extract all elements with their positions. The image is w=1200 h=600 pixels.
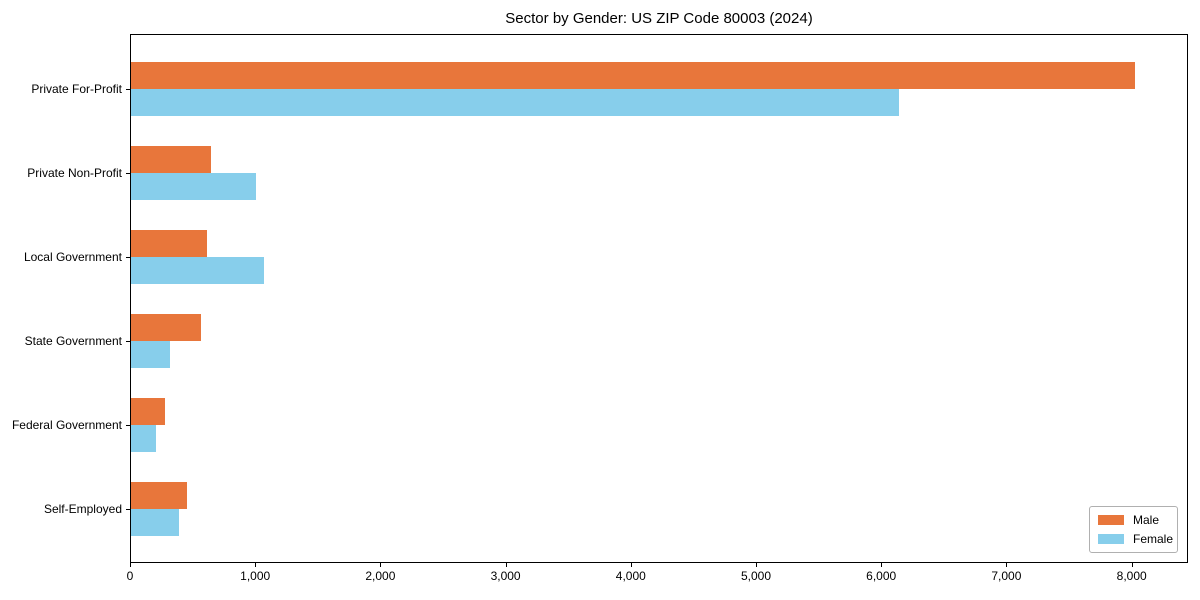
legend-label-female: Female <box>1133 532 1174 546</box>
x-tick-label-8-000: 8,000 <box>1116 569 1147 583</box>
y-tick-label-self-employed: Self-Employed <box>43 502 122 516</box>
chart-title: Sector by Gender: US ZIP Code 80003 (202… <box>505 10 813 27</box>
bar-male-state-government <box>131 314 202 341</box>
bar-male-federal-government <box>131 398 165 425</box>
x-tick-label-6-000: 6,000 <box>866 569 897 583</box>
bar-female-private-non-profit <box>131 173 257 200</box>
legend-item-female: Female <box>1098 533 1173 545</box>
x-tick-label-4-000: 4,000 <box>615 569 646 583</box>
bar-female-private-for-profit <box>131 89 899 116</box>
y-tick-mark <box>126 257 130 258</box>
y-tick-mark <box>126 341 130 342</box>
x-tick-mark <box>881 563 883 567</box>
x-tick-label-0: 0 <box>126 569 134 583</box>
y-tick-mark <box>126 173 130 174</box>
bar-female-local-government <box>131 257 264 284</box>
y-tick-label-local-government: Local Government <box>23 250 122 264</box>
x-tick-label-2-000: 2,000 <box>365 569 396 583</box>
bar-female-federal-government <box>131 425 156 452</box>
bar-female-self-employed <box>131 509 179 536</box>
bar-male-local-government <box>131 230 208 257</box>
x-tick-mark <box>756 563 757 567</box>
legend-swatch-male <box>1098 515 1124 525</box>
legend-label-male: Male <box>1133 513 1160 527</box>
y-tick-mark <box>126 509 130 510</box>
x-tick-mark <box>630 563 632 567</box>
bar-female-state-government <box>131 341 170 368</box>
legend-item-male: Male <box>1098 514 1169 526</box>
y-tick-label-federal-government: Federal Government <box>11 418 122 432</box>
bar-male-self-employed <box>131 482 188 509</box>
x-tick-mark <box>1006 563 1008 567</box>
y-tick-label-state-government: State Government <box>24 334 122 348</box>
x-tick-label-1-000: 1,000 <box>240 569 271 583</box>
legend-swatch-female <box>1098 534 1124 544</box>
y-tick-label-private-non-profit: Private Non-Profit <box>27 166 122 180</box>
x-tick-mark <box>505 563 507 567</box>
bar-male-private-for-profit <box>131 62 1136 89</box>
x-tick-mark <box>130 563 131 567</box>
x-tick-label-5-000: 5,000 <box>740 569 772 583</box>
bar-male-private-non-profit <box>131 146 212 173</box>
x-tick-label-7-000: 7,000 <box>991 569 1022 583</box>
y-tick-label-private-for-profit: Private For-Profit <box>31 82 122 96</box>
plot-area <box>130 34 1188 563</box>
y-tick-mark <box>126 425 130 426</box>
x-tick-mark <box>380 563 382 567</box>
x-tick-label-3-000: 3,000 <box>490 569 521 583</box>
y-tick-mark <box>126 89 130 90</box>
legend: Male Female <box>1089 506 1178 553</box>
x-tick-mark <box>1131 563 1133 567</box>
x-tick-mark <box>255 563 257 567</box>
